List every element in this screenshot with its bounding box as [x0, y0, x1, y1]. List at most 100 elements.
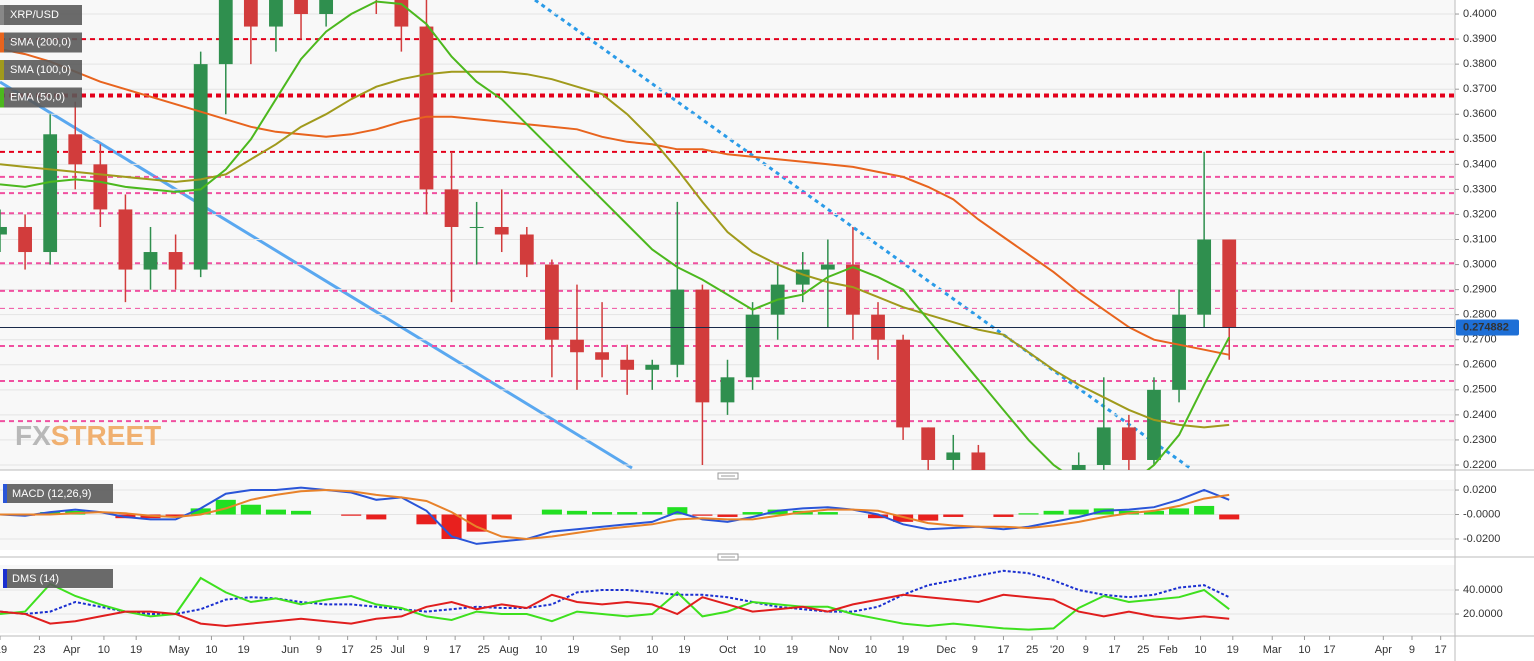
- x-tick-label: 9: [1083, 644, 1089, 656]
- candle-body: [68, 134, 83, 165]
- candle-body: [1172, 314, 1186, 390]
- x-tick-label: Apr: [63, 644, 80, 656]
- x-tick-label: '19: [0, 644, 7, 656]
- candle-body: [1147, 389, 1161, 460]
- candle-body: [93, 164, 108, 210]
- legend-box: [0, 87, 82, 108]
- indicator-line: [0, 0, 1231, 470]
- histogram-bar: [441, 514, 462, 539]
- x-tick-label: 10: [98, 644, 110, 656]
- y-tick-label: 0.3600: [1463, 108, 1497, 120]
- x-tick-label: 9: [1409, 644, 1415, 656]
- candle-body: [570, 339, 584, 353]
- candle-body: [18, 226, 32, 253]
- histogram-bar: [566, 510, 588, 515]
- candle-body: [645, 364, 660, 370]
- x-tick-label: 25: [370, 644, 382, 656]
- x-tick-label: May: [169, 644, 190, 656]
- x-tick-label: 9: [316, 644, 322, 656]
- plot-area: [0, 0, 1455, 470]
- y-tick-label: 0.2900: [1463, 284, 1497, 296]
- y-tick-label: 0.3100: [1463, 233, 1497, 245]
- histogram-bar: [1043, 510, 1064, 515]
- x-tick-label: Mar: [1263, 644, 1282, 656]
- candle-body: [1197, 239, 1212, 315]
- candle-body: [494, 226, 509, 235]
- resize-handle[interactable]: [717, 472, 739, 480]
- candle-body: [0, 226, 7, 235]
- y-tick-label: -0.0200: [1463, 533, 1500, 545]
- legend-swatch: [0, 32, 4, 53]
- candle-body: [43, 134, 58, 253]
- histogram-bar: [943, 514, 964, 517]
- histogram-bar: [1068, 509, 1089, 515]
- candle-body: [695, 289, 710, 403]
- indicator-line: [0, 48, 1230, 356]
- last-price-label: 0.274882: [1463, 321, 1509, 333]
- x-tick-label: 10: [1194, 644, 1206, 656]
- legend-label: XRP/USD: [10, 9, 59, 21]
- dms-panel: [0, 565, 1455, 633]
- histogram-bar: [667, 507, 688, 515]
- legend-box: [0, 32, 82, 53]
- y-tick-label: 40.0000: [1463, 584, 1503, 596]
- histogram-bar: [767, 509, 788, 515]
- candle-body: [1222, 239, 1237, 328]
- y-tick-label: 0.2500: [1463, 384, 1497, 396]
- x-tick-label: 10: [205, 644, 217, 656]
- x-tick-label: Dec: [936, 644, 956, 656]
- x-tick-label: 19: [1227, 644, 1239, 656]
- histogram-bar: [642, 512, 663, 515]
- y-tick-label: 0.3900: [1463, 33, 1497, 45]
- histogram-bar: [692, 514, 713, 516]
- legend-label: SMA (200,0): [10, 36, 71, 48]
- candle-body: [946, 452, 961, 460]
- x-tick-label: 17: [449, 644, 461, 656]
- x-tick-label: Oct: [719, 644, 736, 656]
- candle-body: [444, 189, 459, 227]
- x-tick-label: Nov: [829, 644, 849, 656]
- y-tick-label: 20.0000: [1463, 608, 1503, 620]
- indicator-line: [0, 576, 1230, 631]
- legend-swatch: [0, 60, 4, 80]
- x-tick-label: '20: [1050, 644, 1064, 656]
- y-tick-label: 0.3300: [1463, 183, 1497, 195]
- candle-body: [544, 264, 559, 340]
- indicator-line: [0, 569, 1230, 616]
- resize-handle[interactable]: [717, 553, 739, 561]
- histogram-bar: [1018, 513, 1039, 515]
- x-tick-label: 19: [678, 644, 690, 656]
- histogram-bar: [40, 512, 61, 515]
- candle-body: [294, 0, 308, 15]
- y-tick-label: 0.3200: [1463, 208, 1497, 220]
- candle-body: [745, 314, 760, 378]
- panel-title: MACD (12,26,9): [12, 488, 91, 500]
- histogram-bar: [466, 514, 487, 532]
- x-tick-label: Apr: [1375, 644, 1392, 656]
- x-tick-label: 23: [33, 644, 45, 656]
- histogram-bar: [742, 512, 763, 515]
- candle-body: [846, 264, 860, 315]
- legend-box: [3, 569, 113, 588]
- x-tick-label: Jun: [281, 644, 299, 656]
- candle-body: [720, 377, 735, 403]
- watermark: FXSTREET: [15, 420, 161, 451]
- y-tick-label: 0.2300: [1463, 434, 1497, 446]
- histogram-bar: [1219, 514, 1240, 520]
- candle-body: [519, 234, 534, 265]
- candle-body: [469, 226, 484, 228]
- histogram-bar: [215, 499, 236, 515]
- panel-title: DMS (14): [12, 573, 59, 585]
- x-tick-label: 25: [1137, 644, 1149, 656]
- x-tick-label: 10: [1298, 644, 1310, 656]
- candle-body: [319, 0, 334, 15]
- x-tick-label: Jul: [391, 644, 405, 656]
- candle-body: [620, 359, 635, 370]
- candle-body: [243, 0, 258, 27]
- candle-body: [168, 252, 183, 270]
- x-tick-label: 10: [754, 644, 766, 656]
- x-tick-label: Sep: [610, 644, 630, 656]
- histogram-bar: [717, 514, 738, 517]
- y-tick-label: 0.2400: [1463, 409, 1497, 421]
